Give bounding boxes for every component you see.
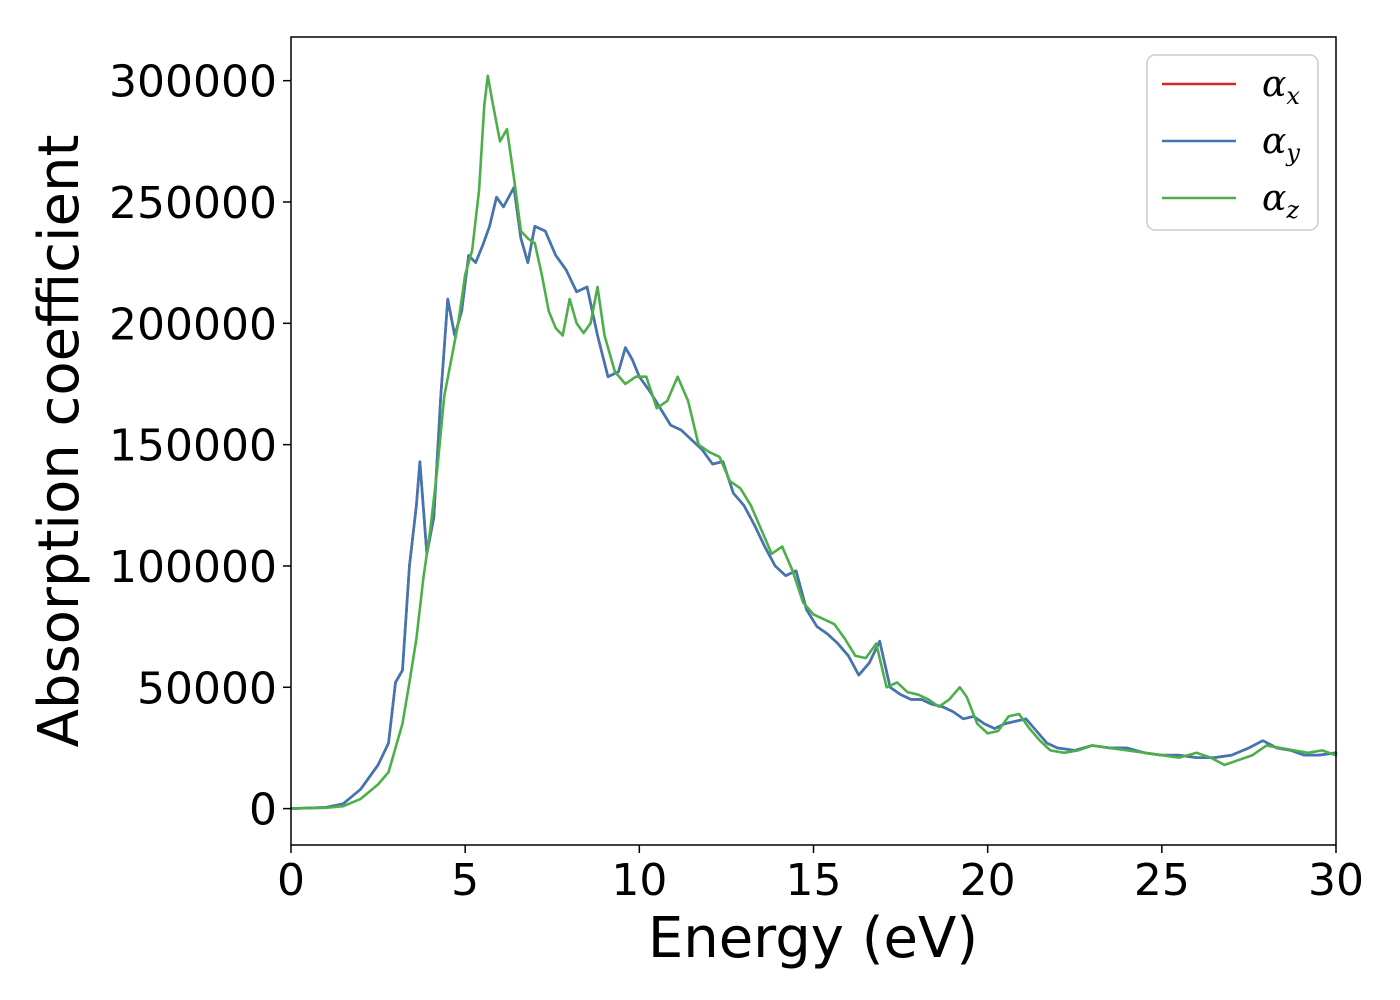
legend: αx αy αz [1146,54,1319,231]
legend-label-z: αz [1262,178,1299,224]
y-axis-label: Absorption coefficient [27,135,92,748]
series-line-x [289,186,1338,810]
x-tick-label: 20 [960,855,1016,906]
series-line-y [289,186,1338,810]
x-tick-label: 15 [786,855,842,906]
x-tick-label: 10 [611,855,667,906]
y-tick-label: 150000 [109,421,277,472]
x-tick-label: 25 [1134,855,1190,906]
tick-layer: 0 5 10 15 20 25 30 0 50000 100000 150000 200000 2500… [109,57,1364,906]
y-tick-label: 250000 [109,178,277,229]
y-tick-label: 50000 [137,663,277,714]
legend-label-x: αx [1262,64,1300,110]
x-axis-label: Energy (eV) [648,906,978,971]
x-tick-label: 5 [451,855,479,906]
legend-box [1146,54,1319,231]
legend-label-y: αy [1262,121,1300,167]
y-tick-label: 300000 [109,57,277,108]
x-tick-label: 0 [277,855,305,906]
y-tick-label: 0 [249,785,277,836]
x-tick-label: 30 [1308,855,1364,906]
plot-layer [289,74,1338,810]
series-line-z [289,74,1338,810]
y-tick-label: 200000 [109,299,277,350]
y-tick-label: 100000 [109,542,277,593]
